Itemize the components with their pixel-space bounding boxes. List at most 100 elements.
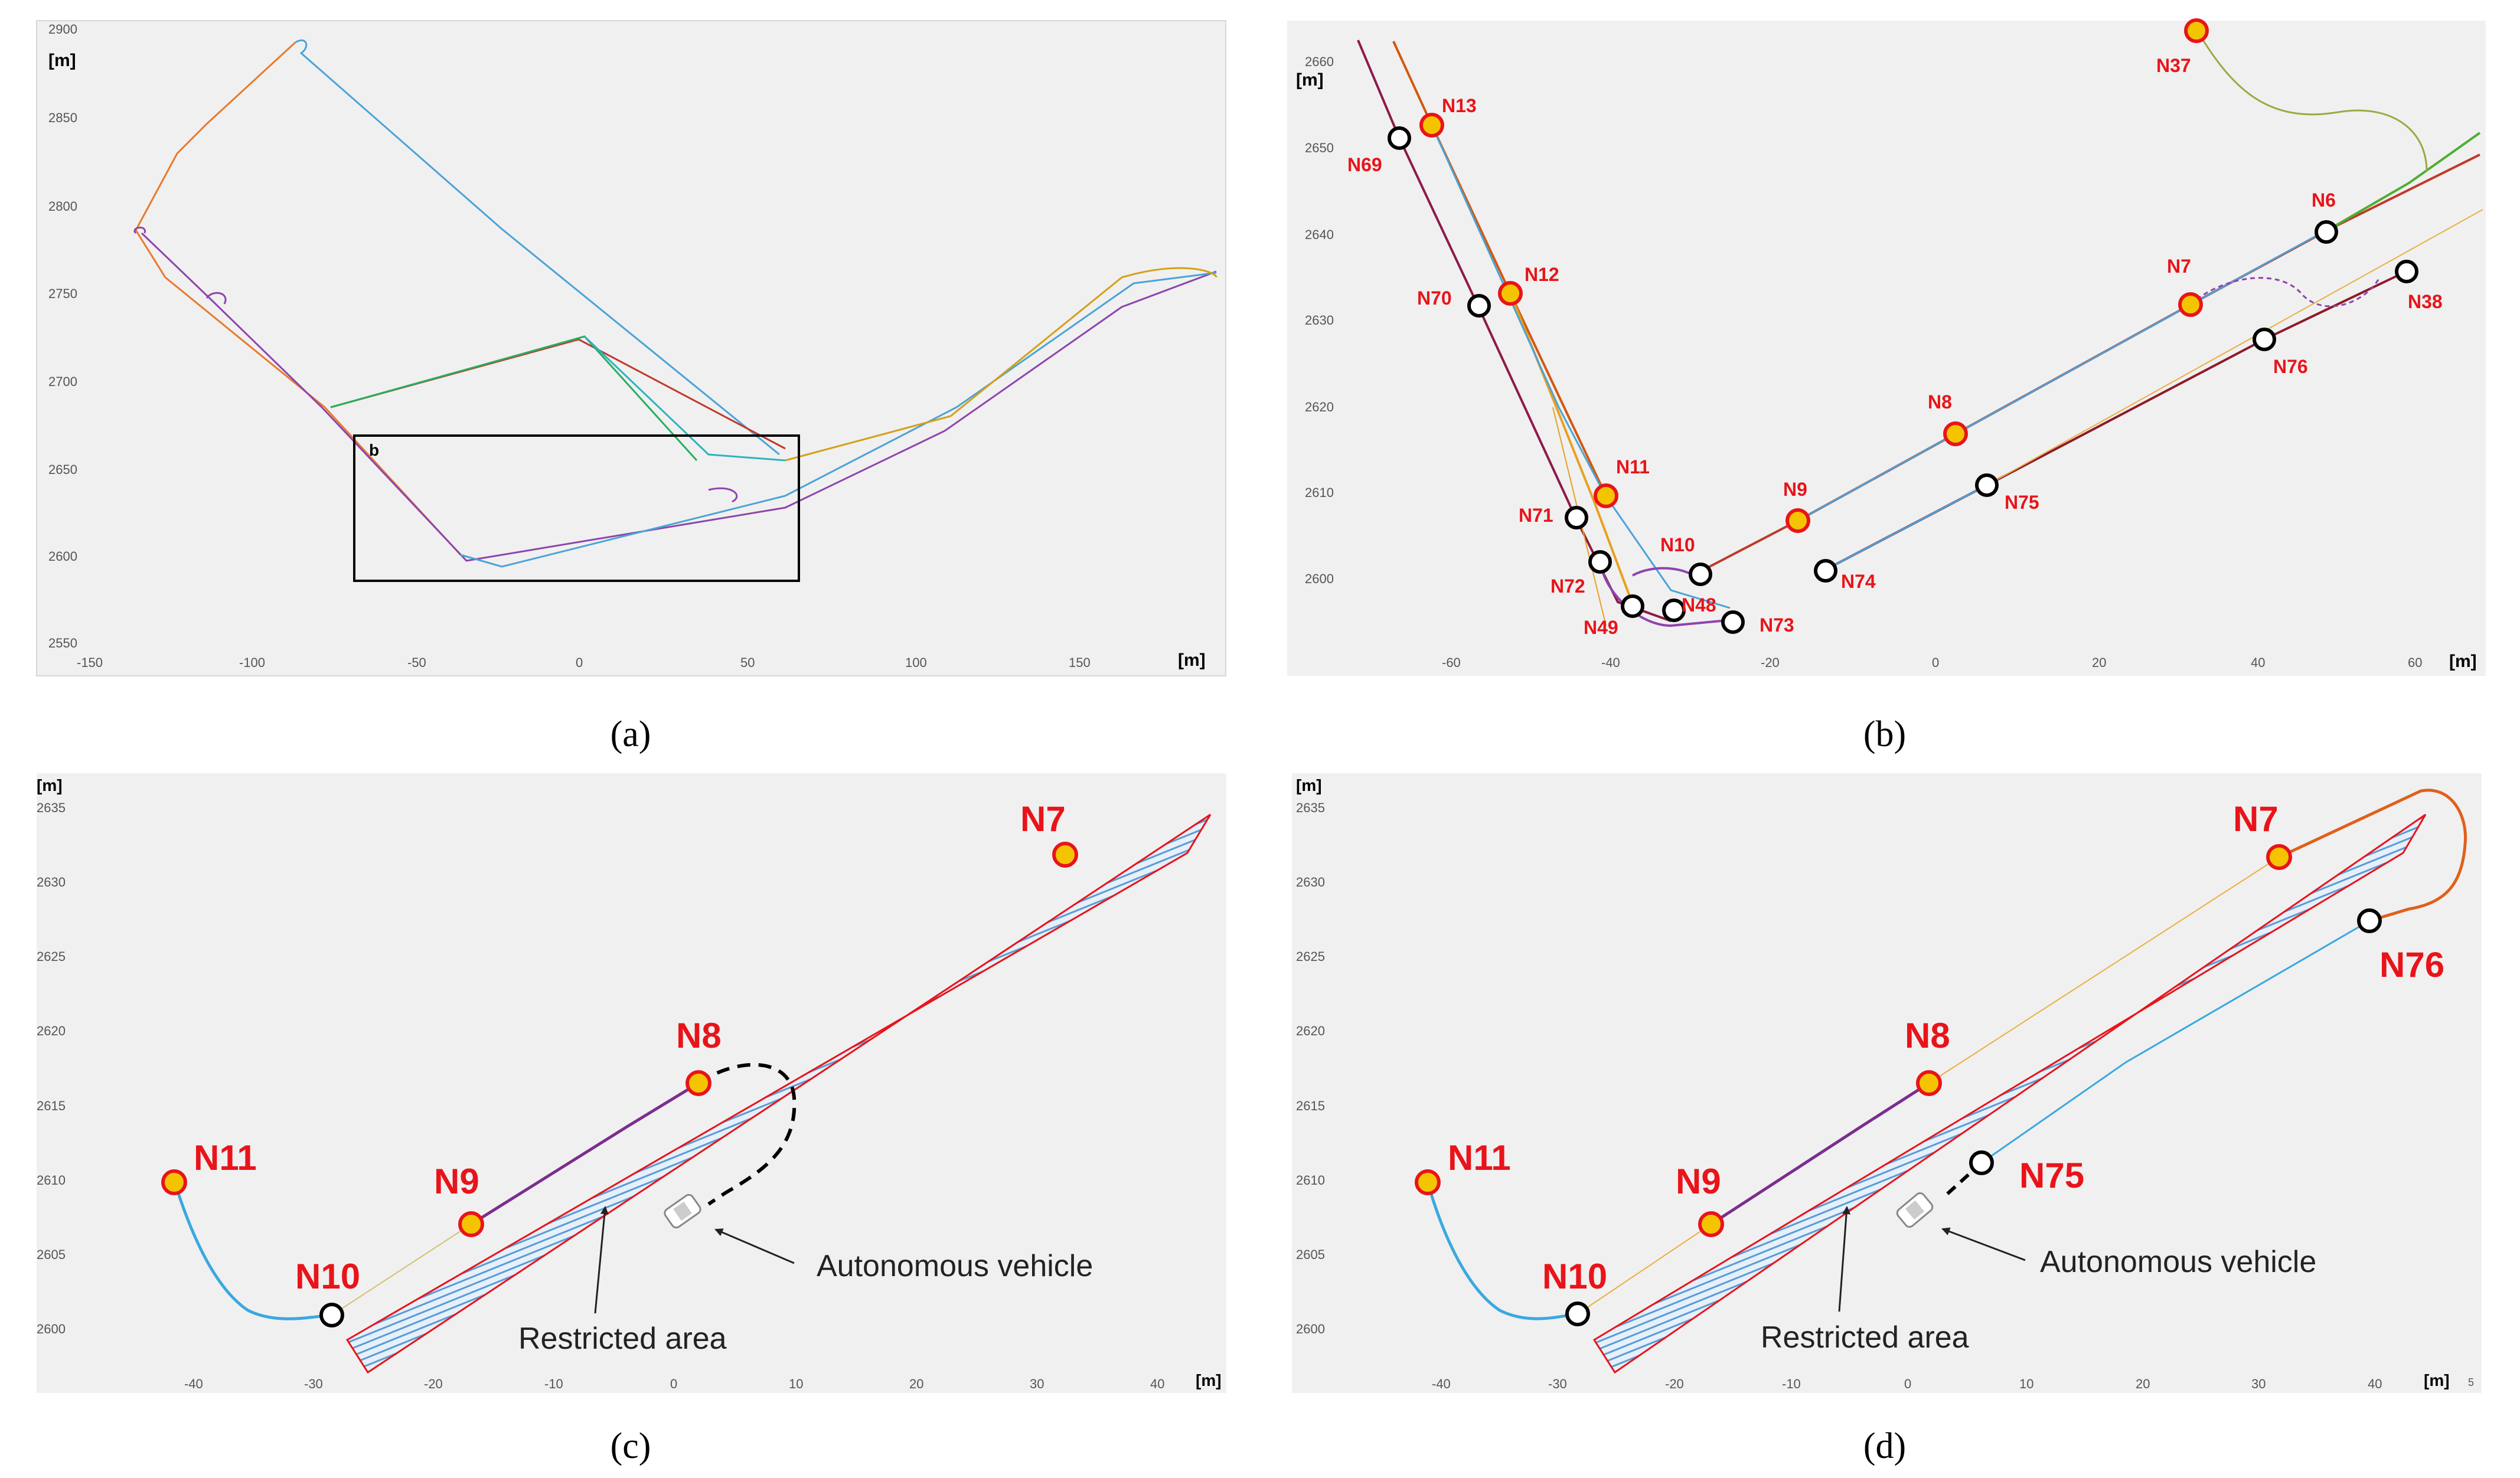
node-black bbox=[1969, 1150, 1994, 1175]
x-tick: 20 bbox=[909, 1376, 923, 1391]
node-black bbox=[1621, 594, 1644, 618]
node-black bbox=[2357, 908, 2382, 933]
node-label: N10 bbox=[1660, 534, 1695, 555]
node-red bbox=[1916, 1070, 1942, 1096]
node-red bbox=[686, 1070, 711, 1096]
x-tick: -20 bbox=[424, 1376, 443, 1391]
node-black bbox=[1565, 1302, 1590, 1326]
caption-b: (b) bbox=[1863, 714, 1906, 754]
node-label: N13 bbox=[1442, 95, 1477, 116]
y-tick: 2650 bbox=[48, 462, 77, 477]
panel-b-red-nodes bbox=[1419, 18, 2209, 533]
y-tick: 2635 bbox=[37, 800, 66, 815]
x-tick: 20 bbox=[2136, 1376, 2150, 1391]
node-label: N10 bbox=[295, 1257, 360, 1296]
path-n11-n10 bbox=[1426, 1182, 1578, 1320]
node-red bbox=[2266, 844, 2292, 870]
node-red bbox=[1785, 508, 1810, 533]
x-tick: -20 bbox=[1761, 655, 1780, 670]
y-tick: 2635 bbox=[1296, 800, 1325, 815]
node-black bbox=[319, 1303, 344, 1327]
restricted-area-label: Restricted area bbox=[518, 1322, 727, 1356]
y-tick: 2605 bbox=[37, 1247, 66, 1262]
panel-b-paths bbox=[1357, 29, 2483, 627]
node-label: N75 bbox=[2019, 1156, 2084, 1195]
path-n7-n76 bbox=[2278, 789, 2467, 923]
x-tick: 0 bbox=[1932, 655, 1939, 670]
node-label: N9 bbox=[1676, 1162, 1721, 1201]
node-red bbox=[1052, 842, 1078, 868]
node-label: N38 bbox=[2408, 291, 2443, 312]
y-tick: 2660 bbox=[1305, 54, 1334, 69]
path-n11-n10 bbox=[172, 1180, 332, 1320]
node-black bbox=[2395, 260, 2418, 283]
node-label: N7 bbox=[2167, 256, 2191, 277]
node-label: N8 bbox=[1928, 391, 1952, 413]
node-red bbox=[1498, 281, 1523, 306]
x-tick: 30 bbox=[1030, 1376, 1044, 1391]
x-tick: -10 bbox=[1782, 1376, 1801, 1391]
y-tick: 2615 bbox=[1296, 1098, 1325, 1113]
node-black bbox=[2253, 328, 2276, 351]
x-tick: 30 bbox=[2251, 1376, 2266, 1391]
y-unit: [m] bbox=[1296, 776, 1322, 794]
node-red bbox=[1419, 113, 1444, 138]
y-tick: 2900 bbox=[48, 22, 77, 37]
node-label: N48 bbox=[1682, 594, 1716, 616]
x-tick: 150 bbox=[1069, 655, 1091, 670]
x-tick: 20 bbox=[2092, 655, 2106, 670]
node-label: N7 bbox=[2233, 799, 2279, 839]
x-tick: -30 bbox=[304, 1376, 323, 1391]
x-tick: 40 bbox=[1150, 1376, 1164, 1391]
node-red bbox=[161, 1169, 187, 1195]
node-label: N12 bbox=[1525, 264, 1559, 285]
caption-a: (a) bbox=[611, 714, 651, 754]
panel-d: 2635 2630 2625 2620 2615 2610 2605 2600 … bbox=[1292, 773, 2482, 1393]
x-tick: 40 bbox=[2368, 1376, 2382, 1391]
panel-a-x-ticks: -150 -100 -50 0 50 100 150 bbox=[77, 655, 1091, 670]
y-tick: 2600 bbox=[1305, 571, 1334, 586]
node-label: N11 bbox=[1616, 456, 1650, 478]
x-tick: -100 bbox=[239, 655, 265, 670]
node-black bbox=[1814, 559, 1837, 583]
node-black bbox=[1388, 126, 1411, 150]
y-tick: 2800 bbox=[48, 199, 77, 214]
restricted-area bbox=[1592, 813, 2427, 1374]
node-red bbox=[458, 1211, 484, 1237]
vehicle-arrow bbox=[1941, 1227, 2026, 1261]
node-label: N74 bbox=[1841, 571, 1876, 592]
panel-b-labels: N13 N12 N11 N9 N8 N7 N37 N69 N70 N71 N72… bbox=[1347, 55, 2443, 638]
node-black bbox=[1689, 563, 1712, 586]
node-label: N71 bbox=[1519, 505, 1553, 526]
panel-d-nodes bbox=[1415, 844, 2382, 1326]
x-unit: [m] bbox=[1178, 650, 1206, 670]
node-label: N73 bbox=[1760, 614, 1794, 636]
node-label: N76 bbox=[2273, 356, 2308, 377]
node-red bbox=[1943, 421, 1968, 446]
panel-c: 2635 2630 2625 2620 2615 2610 2605 2600 … bbox=[37, 773, 1226, 1393]
x-tick: 50 bbox=[740, 655, 755, 670]
y-tick: 2625 bbox=[37, 949, 66, 964]
restricted-area-label: Restricted area bbox=[1761, 1320, 1969, 1355]
restricted-arrow bbox=[1838, 1206, 1851, 1312]
x-tick: -20 bbox=[1665, 1376, 1684, 1391]
panel-b-y-ticks: 2660 2650 2640 2630 2620 2610 2600 bbox=[1305, 54, 1334, 586]
node-black bbox=[1565, 506, 1588, 529]
vehicle-label: Autonomous vehicle bbox=[817, 1249, 1093, 1283]
y-unit: [m] bbox=[37, 776, 63, 794]
node-label: N76 bbox=[2379, 945, 2444, 985]
y-tick: 2620 bbox=[1296, 1024, 1325, 1038]
node-black bbox=[1467, 294, 1491, 318]
node-label: N11 bbox=[1448, 1138, 1511, 1178]
node-red bbox=[1415, 1169, 1441, 1195]
node-label: N9 bbox=[434, 1162, 479, 1201]
y-tick: 2650 bbox=[1305, 140, 1334, 155]
panel-c-bg bbox=[37, 773, 1226, 1393]
autonomous-vehicle-icon bbox=[664, 1193, 701, 1229]
x-unit: [m] bbox=[1196, 1371, 1222, 1389]
x-unit: [m] bbox=[2449, 652, 2477, 671]
node-black bbox=[1721, 610, 1745, 634]
panel-d-y-ticks: 2635 2630 2625 2620 2615 2610 2605 2600 bbox=[1296, 800, 1325, 1336]
x-unit: [m] bbox=[2424, 1371, 2450, 1389]
